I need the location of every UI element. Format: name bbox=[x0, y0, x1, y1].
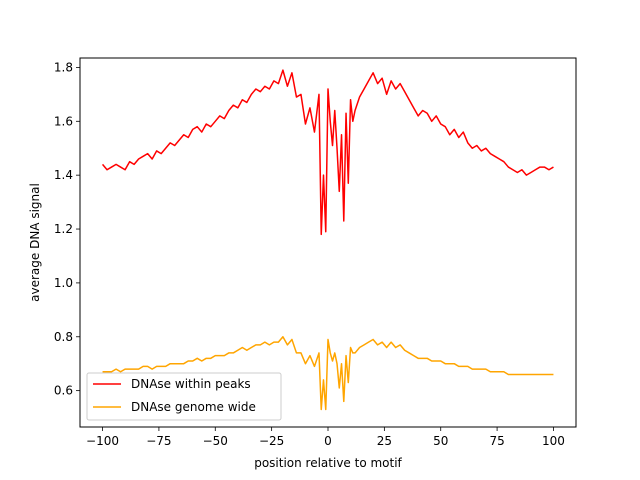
x-tick-label: −75 bbox=[146, 434, 171, 448]
y-tick-label: 1.2 bbox=[54, 222, 73, 236]
x-tick-label: 50 bbox=[433, 434, 448, 448]
y-tick-label: 1.0 bbox=[54, 276, 73, 290]
x-tick-label: −100 bbox=[86, 434, 119, 448]
y-tick-label: 0.6 bbox=[54, 384, 73, 398]
series-line-0 bbox=[101, 69, 554, 236]
y-tick-label: 1.4 bbox=[54, 168, 73, 182]
plot-lines bbox=[101, 69, 554, 411]
y-axis-ticks: 0.6 0.8 1.0 1.2 1.4 1.6 1.8 bbox=[54, 60, 80, 398]
legend: DNAse within peaks DNAse genome wide bbox=[86, 372, 282, 421]
legend-label-within-peaks: DNAse within peaks bbox=[131, 377, 251, 391]
y-tick-label: 1.8 bbox=[54, 60, 73, 74]
x-tick-label: −50 bbox=[203, 434, 228, 448]
x-tick-label: 25 bbox=[377, 434, 392, 448]
y-tick-label: 0.8 bbox=[54, 330, 73, 344]
legend-label-genome-wide: DNAse genome wide bbox=[131, 400, 256, 414]
y-tick-label: 1.6 bbox=[54, 114, 73, 128]
x-tick-label: 0 bbox=[324, 434, 332, 448]
x-axis-label: position relative to motif bbox=[254, 456, 402, 470]
series-line-1 bbox=[102, 336, 554, 411]
legend-box bbox=[86, 372, 282, 421]
x-tick-label: 100 bbox=[542, 434, 565, 448]
y-axis-label: average DNA signal bbox=[28, 183, 42, 302]
x-tick-label: 75 bbox=[489, 434, 504, 448]
x-tick-label: −25 bbox=[259, 434, 284, 448]
x-axis-ticks: −100 −75 −50 −25 0 25 50 75 100 bbox=[86, 427, 565, 448]
